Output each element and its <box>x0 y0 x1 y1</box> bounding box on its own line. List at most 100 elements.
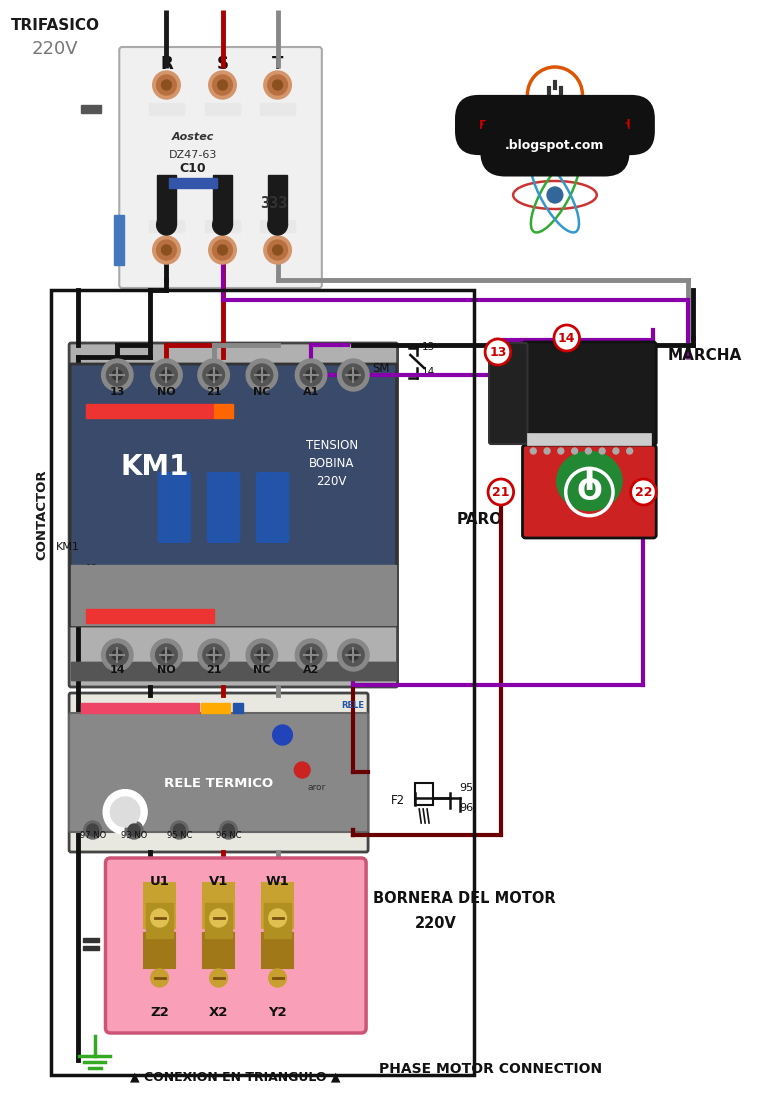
FancyBboxPatch shape <box>69 713 368 832</box>
Text: 14: 14 <box>422 367 435 377</box>
Circle shape <box>162 650 172 660</box>
Bar <box>205 103 240 115</box>
Circle shape <box>220 821 237 840</box>
Circle shape <box>268 240 287 260</box>
Circle shape <box>153 236 180 264</box>
Circle shape <box>156 644 177 667</box>
Bar <box>144 883 176 928</box>
Text: C10: C10 <box>179 162 206 175</box>
Text: A2: A2 <box>302 665 319 675</box>
Text: 95 NC: 95 NC <box>166 831 192 840</box>
Bar <box>214 404 233 418</box>
Circle shape <box>209 236 236 264</box>
Text: SP: SP <box>547 501 562 515</box>
Text: 13: 13 <box>422 342 435 352</box>
Circle shape <box>198 359 230 391</box>
Circle shape <box>157 75 176 95</box>
Circle shape <box>348 650 358 660</box>
Circle shape <box>599 448 605 454</box>
Text: RELE: RELE <box>341 701 365 710</box>
Circle shape <box>112 370 122 380</box>
Bar <box>86 609 214 623</box>
Text: R: R <box>160 55 173 73</box>
Bar <box>144 933 176 968</box>
Circle shape <box>213 240 233 260</box>
Circle shape <box>343 364 364 386</box>
Text: 13: 13 <box>86 564 98 574</box>
Circle shape <box>294 762 310 779</box>
Circle shape <box>296 359 327 391</box>
Text: S: S <box>217 55 229 73</box>
Bar <box>262 883 293 928</box>
Text: 14: 14 <box>109 665 125 675</box>
FancyBboxPatch shape <box>70 364 397 625</box>
Bar <box>71 662 396 680</box>
Circle shape <box>203 364 224 386</box>
Circle shape <box>198 639 230 671</box>
FancyBboxPatch shape <box>257 474 288 542</box>
Text: 333: 333 <box>260 196 287 211</box>
Text: Esquemasyelectricidad: Esquemasyelectricidad <box>479 119 632 132</box>
Circle shape <box>170 821 188 840</box>
Circle shape <box>306 370 316 380</box>
Bar <box>201 703 230 713</box>
Circle shape <box>213 215 233 235</box>
Circle shape <box>264 236 291 264</box>
Bar <box>262 933 293 968</box>
Circle shape <box>213 75 233 95</box>
Text: 93 NO: 93 NO <box>121 831 147 840</box>
Text: NO: NO <box>157 665 176 675</box>
Circle shape <box>209 370 219 380</box>
Text: TRIFASICO: TRIFASICO <box>11 18 100 33</box>
Text: NC: NC <box>253 387 271 397</box>
Circle shape <box>209 650 219 660</box>
Text: RELE TERMICO: RELE TERMICO <box>164 777 273 790</box>
Circle shape <box>217 245 227 255</box>
Bar <box>415 783 433 805</box>
Circle shape <box>613 448 619 454</box>
Bar <box>203 933 234 968</box>
Text: NC: NC <box>253 665 271 675</box>
FancyBboxPatch shape <box>522 342 656 445</box>
Bar <box>213 175 233 225</box>
Text: MARCHA: MARCHA <box>668 347 743 363</box>
Text: 21: 21 <box>594 482 607 492</box>
Circle shape <box>300 644 321 667</box>
Circle shape <box>102 639 133 671</box>
Circle shape <box>203 644 224 667</box>
Circle shape <box>150 639 182 671</box>
Text: 13: 13 <box>489 346 507 358</box>
Text: NO: NO <box>157 387 176 397</box>
Text: .blogspot.com: .blogspot.com <box>505 139 605 152</box>
Text: 21: 21 <box>492 486 510 499</box>
FancyBboxPatch shape <box>69 343 397 686</box>
Text: KM1: KM1 <box>120 452 188 481</box>
Circle shape <box>572 448 578 454</box>
Circle shape <box>268 215 287 235</box>
Circle shape <box>273 725 293 745</box>
Circle shape <box>585 448 591 454</box>
Circle shape <box>223 824 234 836</box>
FancyBboxPatch shape <box>489 343 527 444</box>
Text: X2: X2 <box>209 1006 228 1019</box>
FancyBboxPatch shape <box>119 47 321 288</box>
Text: F2: F2 <box>391 794 405 807</box>
Circle shape <box>257 650 267 660</box>
Circle shape <box>150 359 182 391</box>
Circle shape <box>257 370 267 380</box>
Circle shape <box>102 359 133 391</box>
Text: T: T <box>272 55 283 73</box>
Text: TENSION
BOBINA
220V: TENSION BOBINA 220V <box>306 439 358 488</box>
Circle shape <box>153 71 180 99</box>
Circle shape <box>87 824 99 836</box>
Bar <box>146 903 173 938</box>
Text: Aostec: Aostec <box>172 132 214 142</box>
Bar <box>81 105 100 113</box>
Text: 22: 22 <box>594 507 607 517</box>
Circle shape <box>210 909 227 927</box>
Bar <box>86 404 214 418</box>
Text: 13: 13 <box>109 387 125 397</box>
Circle shape <box>306 650 316 660</box>
Circle shape <box>631 479 656 505</box>
Circle shape <box>162 245 172 255</box>
